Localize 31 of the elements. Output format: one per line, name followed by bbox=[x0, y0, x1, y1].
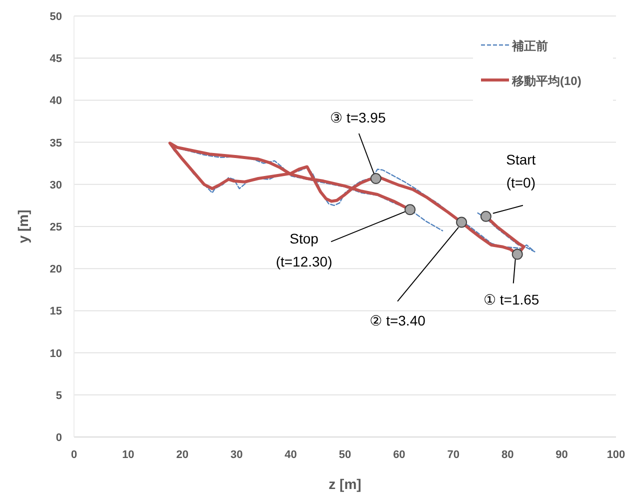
y-tick-label: 10 bbox=[50, 348, 62, 360]
y-tick-label: 5 bbox=[56, 390, 62, 402]
annotation: ③ t=3.95 bbox=[330, 110, 386, 126]
annotation: Start (t=0) bbox=[506, 151, 536, 190]
y-tick-label: 20 bbox=[50, 264, 62, 276]
x-tick-label: 0 bbox=[70, 449, 78, 461]
y-tick-label: 45 bbox=[50, 53, 62, 66]
legend-label: 補正前 bbox=[511, 39, 548, 53]
y-axis-title: y [m] bbox=[15, 210, 31, 244]
x-tick-label: 50 bbox=[338, 449, 352, 461]
y-tick-label: 50 bbox=[50, 11, 62, 23]
x-tick-label: 30 bbox=[230, 449, 243, 461]
annotation: ① t=1.65 bbox=[483, 291, 540, 308]
annotation: ② t=3.40 bbox=[370, 312, 426, 328]
y-tick-label: 0 bbox=[56, 432, 62, 444]
x-tick-label: 80 bbox=[501, 449, 514, 461]
legend-label: 移動平均(10) bbox=[511, 74, 582, 88]
x-tick-label: 90 bbox=[556, 449, 568, 461]
x-tick-label: 10 bbox=[122, 449, 134, 461]
x-tick-label: 40 bbox=[284, 449, 297, 461]
y-tick-label: 30 bbox=[50, 179, 62, 192]
y-tick-label: 40 bbox=[50, 95, 62, 108]
x-tick-label: 70 bbox=[447, 449, 460, 461]
x-axis-title: z [m] bbox=[328, 476, 362, 492]
y-tick-label: 25 bbox=[50, 222, 62, 234]
x-tick-label: 100 bbox=[606, 449, 626, 461]
x-tick-label: 20 bbox=[176, 449, 189, 461]
y-tick-label: 15 bbox=[50, 306, 62, 318]
annotation: Stop (t=12.30) bbox=[276, 230, 332, 270]
y-tick-label: 35 bbox=[50, 137, 62, 150]
x-tick-label: 60 bbox=[393, 449, 406, 461]
